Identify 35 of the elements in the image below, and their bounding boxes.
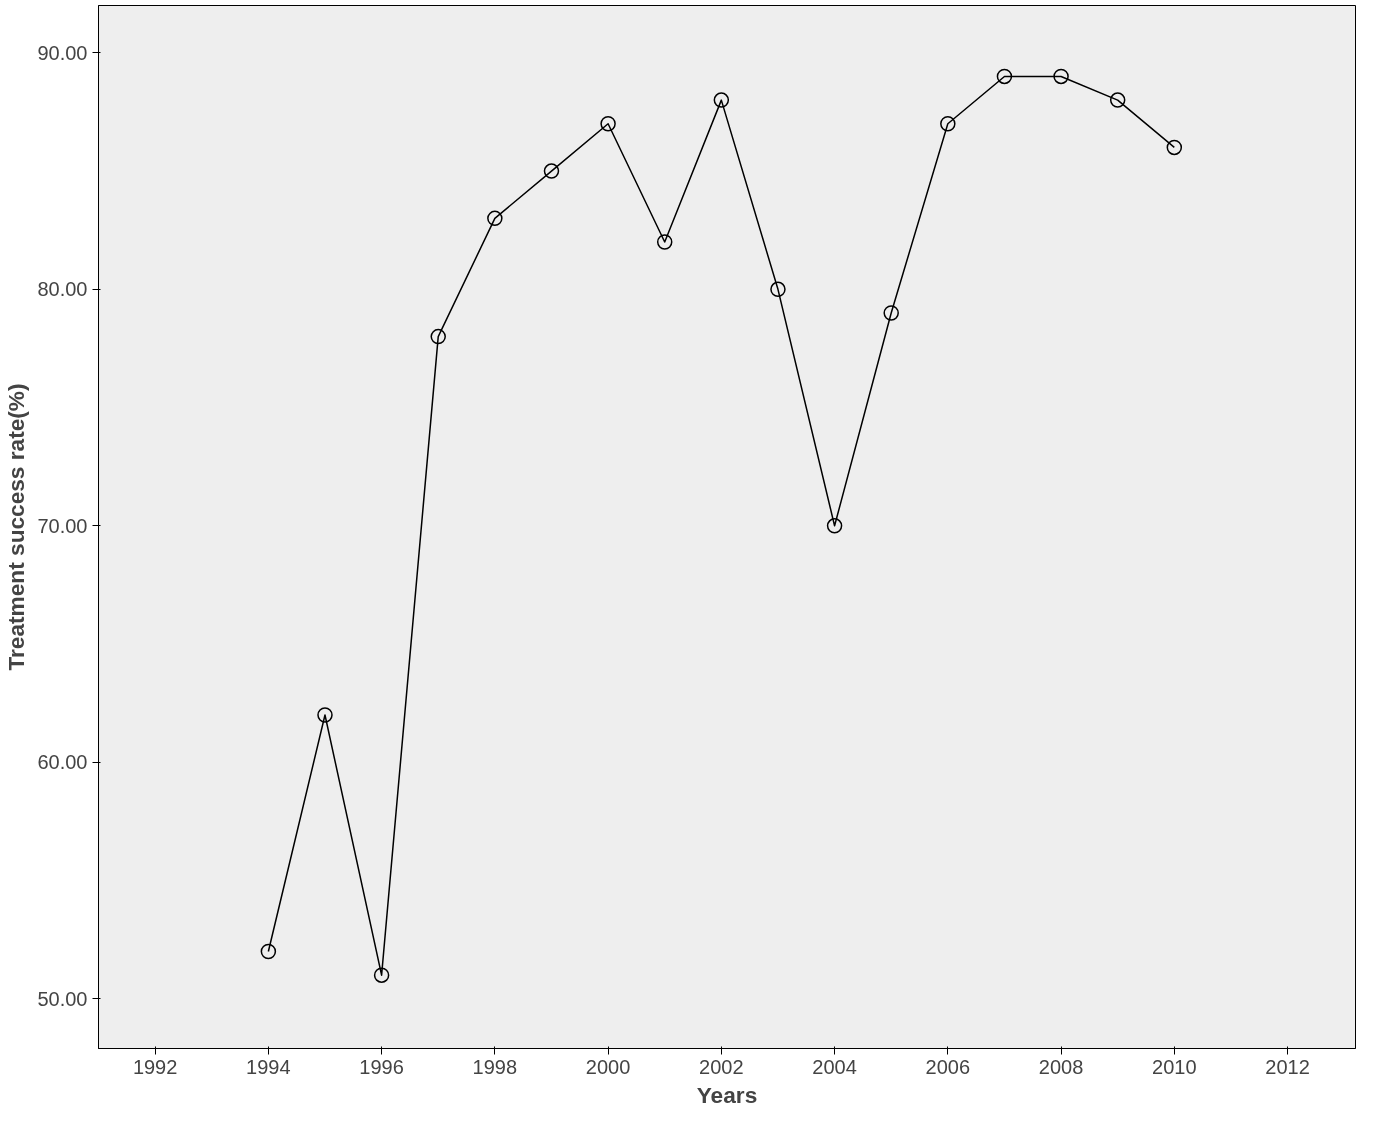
- point: [1109, 92, 1126, 108]
- x-tick-label: 1994: [246, 1055, 291, 1078]
- x-axis-title: Years: [696, 1081, 758, 1108]
- point: [487, 210, 503, 227]
- point: [883, 305, 899, 321]
- point: [940, 116, 956, 132]
- y-tick-label: 90.00: [37, 41, 88, 64]
- x-tick-label: 1998: [472, 1055, 518, 1078]
- point: [317, 707, 333, 723]
- x-tick-label: 2008: [1038, 1055, 1084, 1078]
- point: [430, 328, 446, 345]
- x-tick-label: 1996: [359, 1055, 404, 1078]
- x-tick-label: 2010: [1152, 1055, 1197, 1078]
- x-tick-label: 2004: [812, 1055, 857, 1078]
- point: [260, 943, 277, 960]
- x-tick-label: 2006: [925, 1055, 971, 1078]
- point: [543, 163, 560, 179]
- x-tick-label: 2012: [1265, 1055, 1310, 1078]
- point: [373, 967, 390, 983]
- x-tick-label: 1992: [132, 1055, 178, 1078]
- point: [713, 92, 730, 108]
- point: [600, 116, 616, 132]
- x-tick-label: 2000: [585, 1055, 631, 1078]
- y-axis-title: Treatment success rate(%): [3, 383, 30, 671]
- x-tick-label: 2002: [699, 1055, 744, 1078]
- y-tick-label: 70.00: [37, 514, 88, 537]
- point: [1166, 139, 1183, 156]
- point: [996, 68, 1013, 85]
- y-tick-label: 50.00: [37, 987, 88, 1010]
- point: [826, 518, 843, 534]
- point: [770, 281, 786, 298]
- y-tick-label: 80.00: [37, 278, 88, 301]
- y-tick-label: 60.00: [37, 751, 88, 774]
- point: [656, 234, 673, 250]
- point: [1053, 68, 1069, 85]
